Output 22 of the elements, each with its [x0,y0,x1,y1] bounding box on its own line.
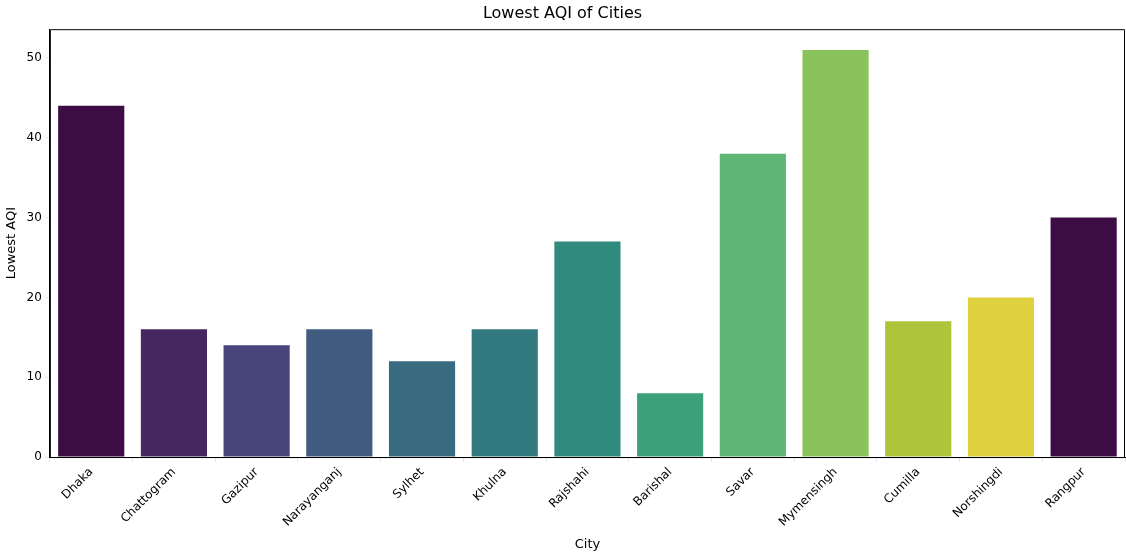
bar [140,329,207,457]
y-tick-label: 30 [26,209,42,224]
bar [802,49,869,457]
bar [719,153,786,457]
y-tick-label: 20 [26,289,42,304]
x-axis-title: City [574,535,601,551]
bar [471,329,538,457]
bar [306,329,373,457]
bar [388,361,456,457]
bar [1050,217,1117,457]
y-tick-label: 10 [26,369,42,384]
bar [885,321,952,457]
y-tick-label: 40 [26,129,42,144]
bar [58,105,125,457]
y-axis-title: Lowest AQI [3,206,19,280]
y-tick-label: 50 [26,50,42,65]
y-tick-label: 0 [34,449,42,464]
bar [637,393,704,457]
bar [554,241,621,457]
bar [967,297,1035,457]
bar [223,345,290,457]
chart-title: Lowest AQI of Cities [482,2,643,22]
